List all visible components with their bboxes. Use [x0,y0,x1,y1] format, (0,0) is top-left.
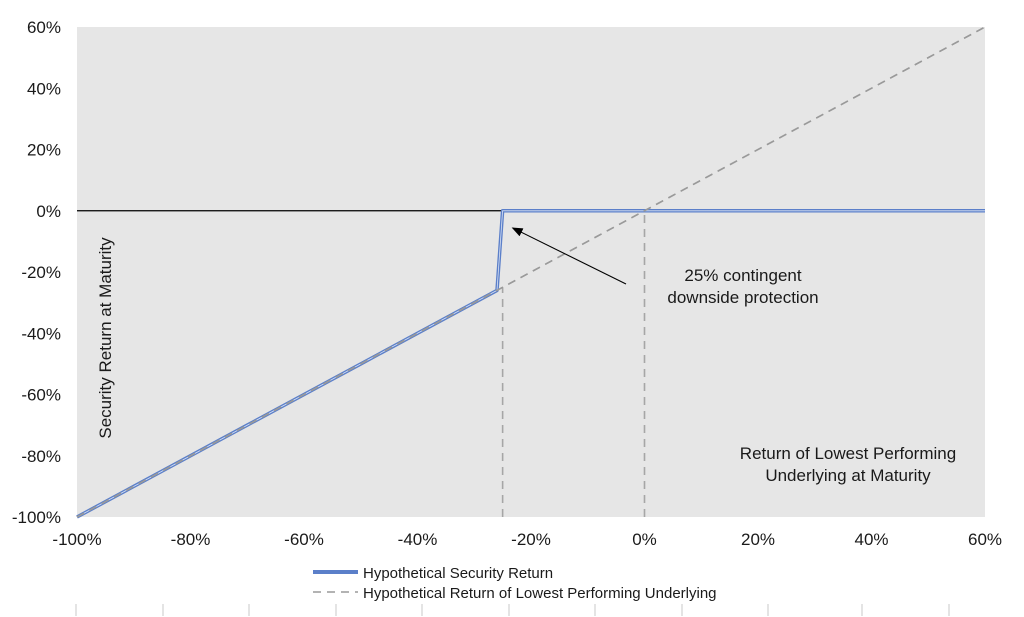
y-tick-label: 60% [27,18,61,37]
annotation-text-line: downside protection [667,288,818,307]
annotation: 25% contingent downside protection [511,227,819,307]
x-tick-label: -80% [171,530,211,549]
y-tick-label: -60% [21,386,61,405]
x-tick-label: 60% [968,530,1002,549]
y-tick-label: 40% [27,79,61,98]
annotation-arrow [511,227,627,285]
x-tick-label: -20% [511,530,551,549]
x-axis-label-line: Return of Lowest Performing [740,444,956,463]
x-tick-label: -40% [398,530,438,549]
bottom-tick-marks [75,604,950,616]
legend: Hypothetical Security Return Hypothetical… [313,565,717,602]
y-axis-label: Security Return at Maturity [96,237,115,439]
legend-label-security: Hypothetical Security Return [363,565,553,582]
y-tick-label: -40% [21,324,61,343]
y-tick-label: -80% [21,447,61,466]
x-tick-label: 0% [632,530,657,549]
annotation-text-line: 25% contingent [684,266,801,285]
x-axis-label-line: Underlying at Maturity [765,466,931,485]
y-tick-label: -20% [21,263,61,282]
y-tick-label: 0% [36,202,61,221]
y-axis-ticks: -100% -80% -60% -40% -20% 0% 20% 40% 60% [12,18,61,527]
annotation-text: 25% contingent downside protection [667,266,818,307]
y-tick-label: -100% [12,508,61,527]
legend-label-underlying: Hypothetical Return of Lowest Performing… [363,585,717,602]
x-axis-ticks: -100% -80% -60% -40% -20% 0% 20% 40% 60% [52,530,1002,549]
x-tick-label: 20% [741,530,775,549]
series-layer [76,26,986,519]
series-line-underlying-overlay [76,26,986,518]
x-tick-label: -60% [284,530,324,549]
x-tick-label: 40% [854,530,888,549]
y-tick-label: 20% [27,141,61,160]
x-axis-label: Return of Lowest Performing Underlying at… [740,444,956,485]
x-tick-label: -100% [52,530,101,549]
reference-lines [501,210,646,517]
